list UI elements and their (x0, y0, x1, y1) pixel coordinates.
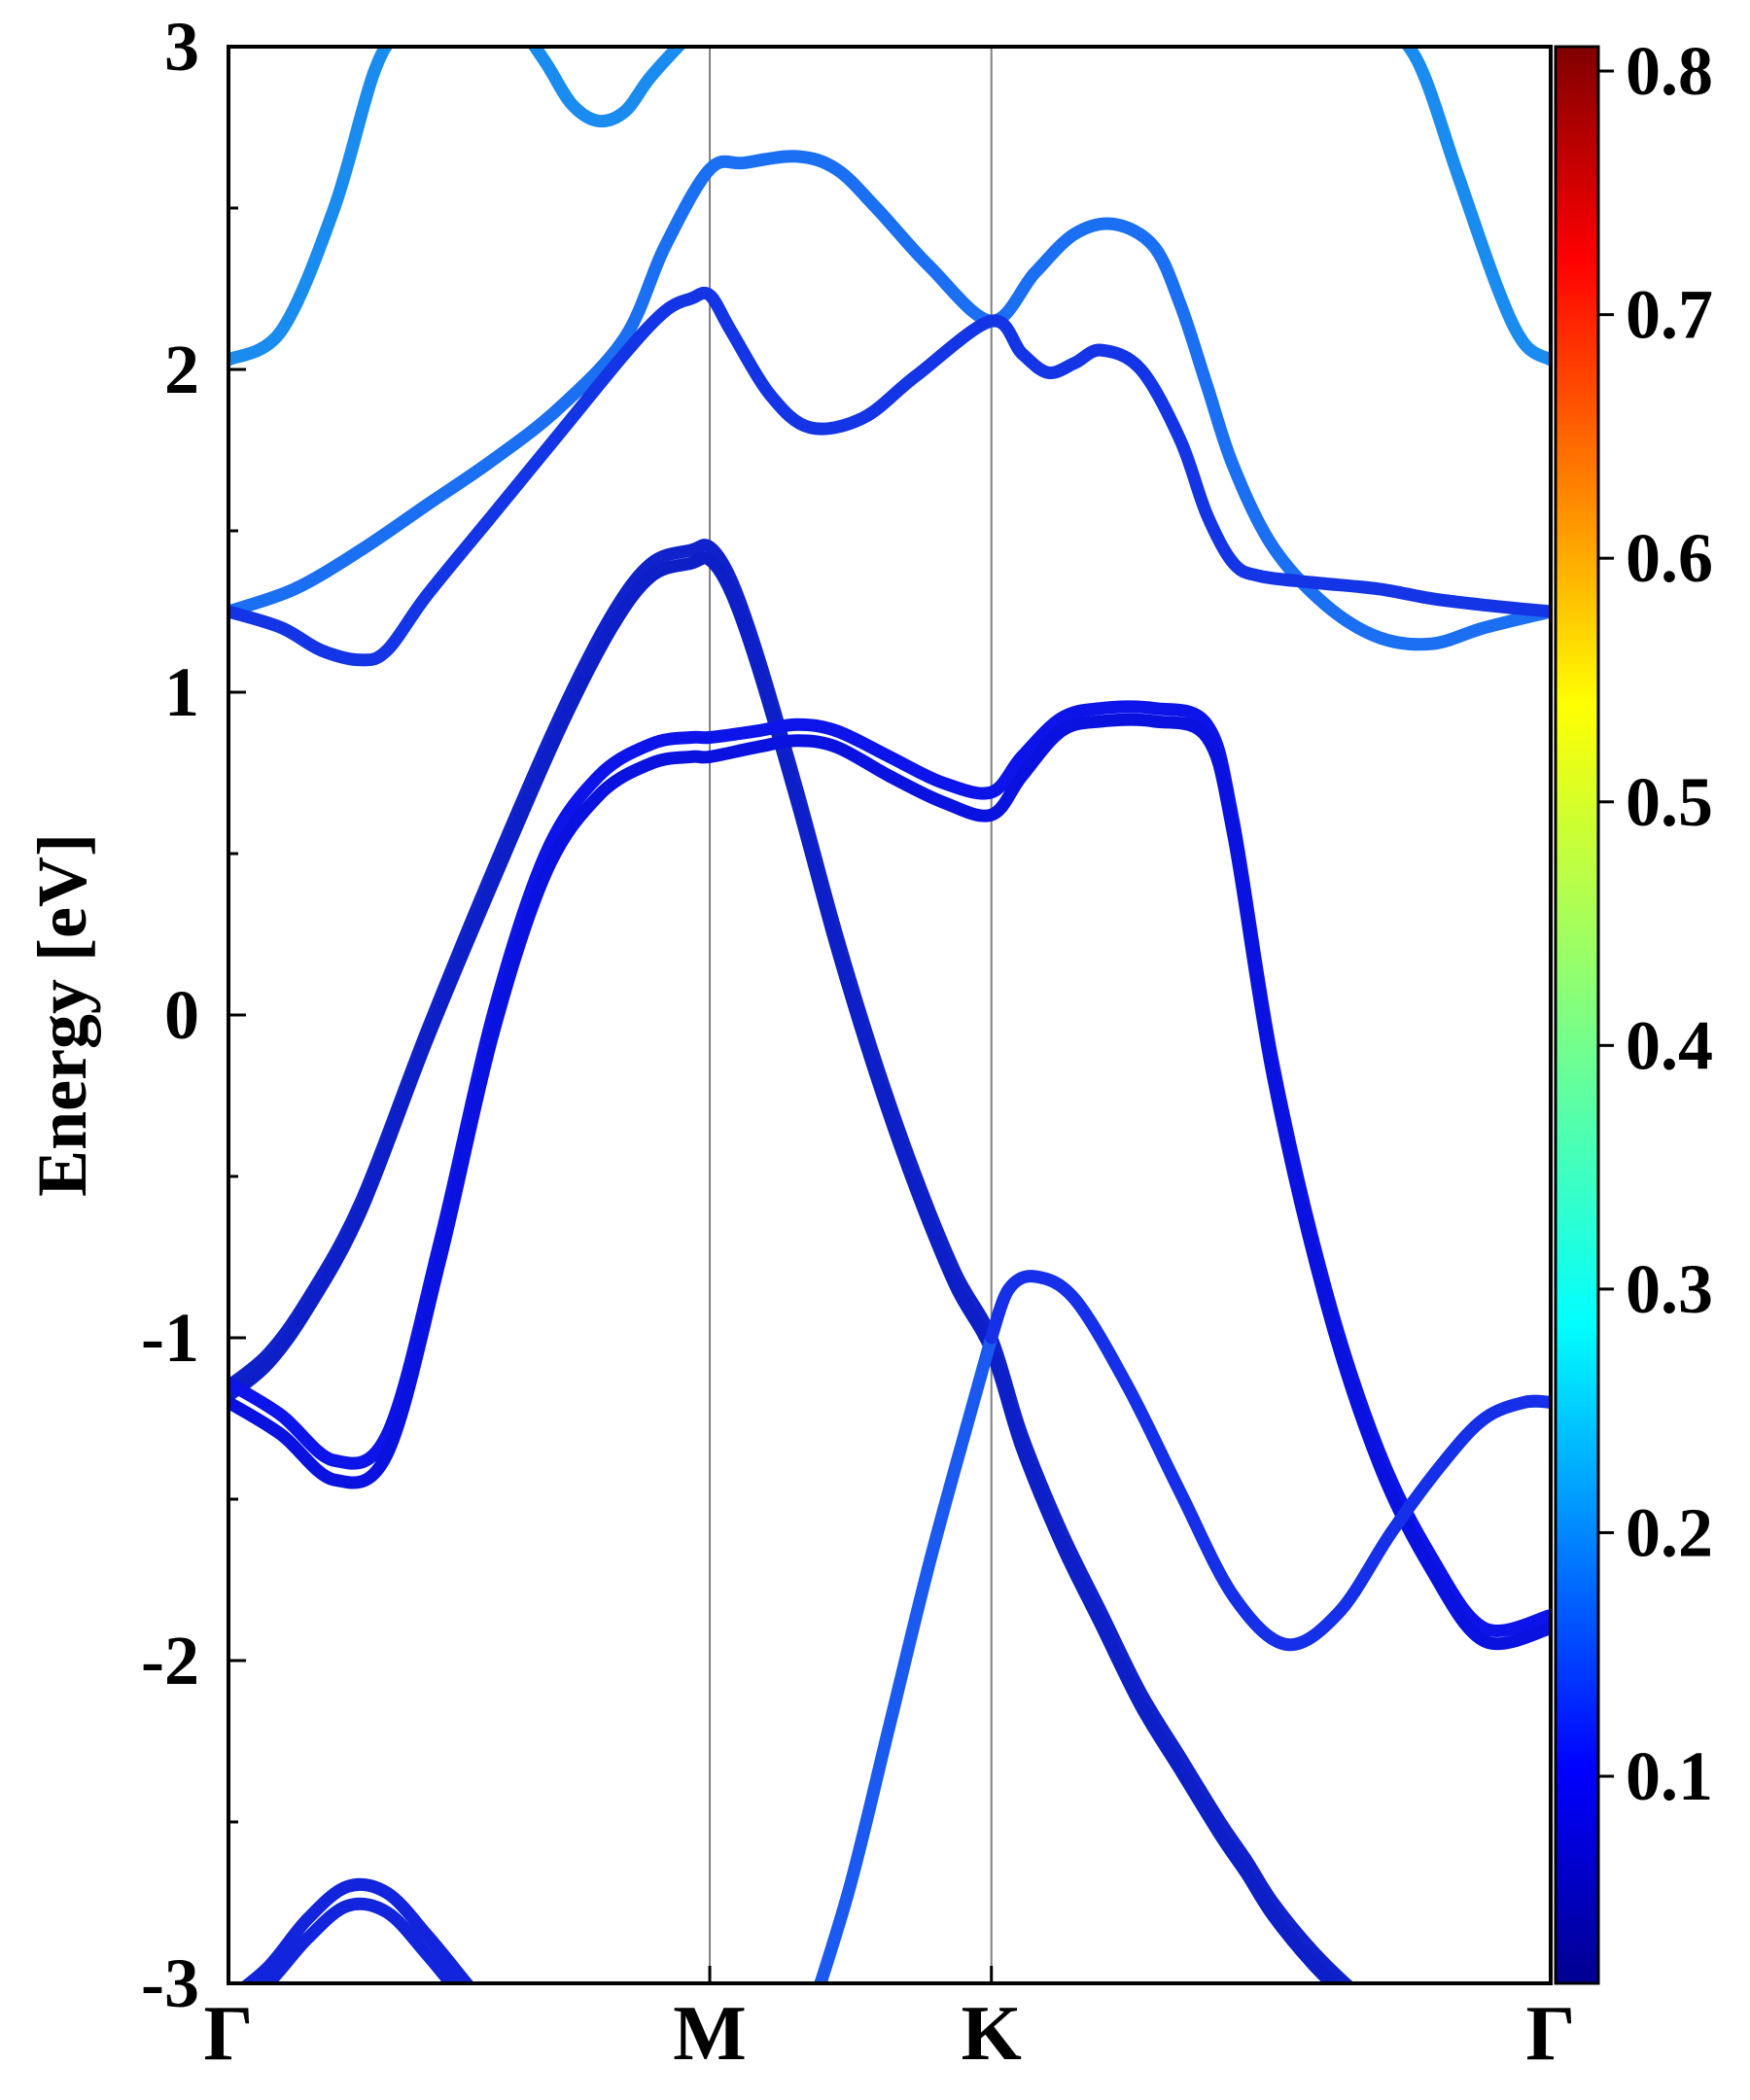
band-line-9 (814, 1331, 998, 1983)
band-lines (228, 47, 1551, 1983)
x-tick-label: Γ (204, 1991, 254, 2077)
band-line-12 (259, 1897, 460, 1983)
y-tick-label: 1 (164, 653, 199, 731)
colorbar-tick-label: 0.1 (1626, 1737, 1713, 1815)
colorbar (1554, 45, 1600, 1985)
band-line-4 (228, 286, 1551, 667)
colorbar-tick-label: 0.7 (1626, 276, 1713, 354)
colorbar-tick-label: 0.5 (1626, 763, 1713, 841)
band-line-11 (239, 1877, 475, 1983)
y-axis-label: Energy [eV] (23, 833, 101, 1197)
band-line-10 (985, 1270, 1551, 1652)
band-line-6 (228, 551, 1341, 1983)
x-tick-label: M (673, 1991, 747, 2077)
x-tick-label: Γ (1526, 1991, 1576, 2077)
colorbar-tick-label: 0.2 (1626, 1493, 1713, 1571)
band-line-7 (228, 700, 1551, 1637)
band-line-3 (228, 150, 1551, 651)
colorbar-ticks: 0.1 0.2 0.3 0.4 0.5 0.6 0.7 0.8 (1598, 32, 1713, 1815)
y-tick-label: 0 (164, 976, 199, 1054)
x-tick-label: K (962, 1991, 1022, 2077)
y-tick-label: -2 (141, 1622, 199, 1699)
colorbar-tick-label: 0.8 (1626, 32, 1713, 110)
y-axis-ticks: -3 -2 -1 0 1 2 3 (141, 8, 246, 2022)
y-tick-label: -1 (141, 1299, 199, 1377)
high-symmetry-lines (709, 47, 993, 1983)
band-line-2 (1400, 47, 1551, 367)
y-tick-label: -3 (141, 1944, 199, 2022)
colorbar-tick-label: 0.3 (1626, 1250, 1713, 1328)
colorbar-tick-label: 0.4 (1626, 1006, 1713, 1084)
band-line-8 (228, 713, 1551, 1651)
y-tick-label: 3 (164, 8, 199, 86)
y-tick-label: 2 (164, 331, 199, 408)
band-line-0 (228, 47, 394, 367)
colorbar-tick-label: 0.6 (1626, 519, 1713, 597)
band-line-1 (527, 47, 687, 128)
